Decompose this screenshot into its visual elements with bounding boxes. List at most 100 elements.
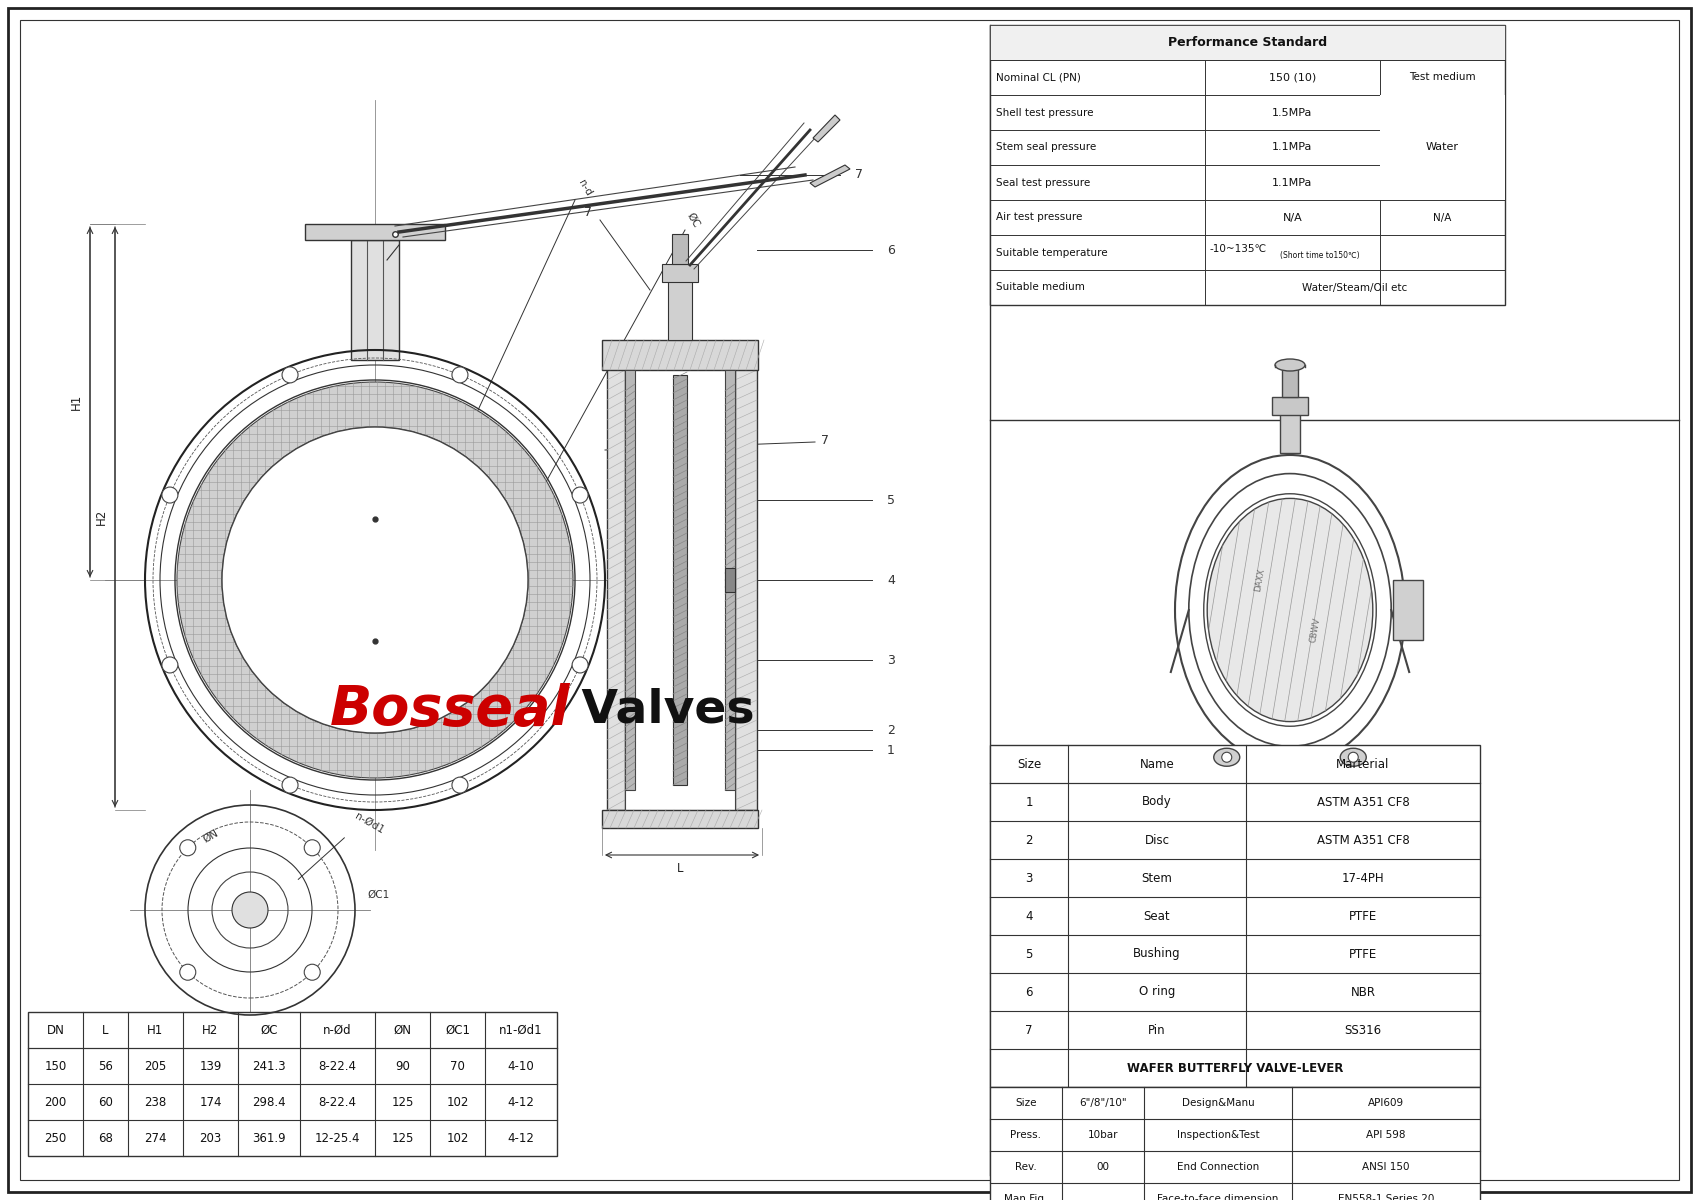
Text: 56: 56	[98, 1060, 112, 1073]
Text: 00: 00	[1095, 1162, 1109, 1172]
Bar	[601, 810, 757, 828]
Text: Bosseal: Bosseal	[329, 683, 571, 737]
Bar	[306, 224, 445, 240]
Text: 4: 4	[886, 574, 895, 587]
Text: 361.9: 361.9	[251, 1132, 285, 1145]
Text: Marterial: Marterial	[1336, 757, 1389, 770]
Text: H1: H1	[148, 1024, 163, 1037]
Text: 5: 5	[1024, 948, 1032, 960]
Text: Inspection&Test: Inspection&Test	[1177, 1130, 1258, 1140]
Text: ØC: ØC	[260, 1024, 277, 1037]
Text: 60: 60	[98, 1096, 112, 1109]
Bar	[1272, 397, 1307, 415]
Text: 2: 2	[886, 724, 895, 737]
Text: Size: Size	[1017, 757, 1041, 770]
Text: 139: 139	[199, 1060, 221, 1073]
Text: 298.4: 298.4	[251, 1096, 285, 1109]
Bar	[625, 370, 635, 790]
Text: Name: Name	[1139, 757, 1173, 770]
Bar	[1282, 367, 1297, 397]
Text: 4: 4	[1024, 910, 1032, 923]
Text: ØC1: ØC1	[445, 1024, 470, 1037]
Text: WAFER BUTTERFLY VALVE-LEVER: WAFER BUTTERFLY VALVE-LEVER	[1126, 1062, 1343, 1074]
Ellipse shape	[1207, 498, 1372, 721]
Text: 3: 3	[1024, 871, 1032, 884]
Circle shape	[452, 367, 467, 383]
Text: Air test pressure: Air test pressure	[995, 212, 1082, 222]
Text: ASTM A351 CF8: ASTM A351 CF8	[1316, 834, 1409, 846]
Circle shape	[452, 778, 467, 793]
Text: 4-10: 4-10	[508, 1060, 535, 1073]
Text: 1.1MPa: 1.1MPa	[1272, 178, 1313, 187]
Text: 125: 125	[391, 1096, 413, 1109]
Text: Size: Size	[1015, 1098, 1036, 1108]
Text: 1: 1	[886, 744, 895, 756]
Text: Pin: Pin	[1148, 1024, 1165, 1037]
Ellipse shape	[1274, 359, 1304, 371]
Text: Rev.: Rev.	[1014, 1162, 1036, 1172]
Bar	[625, 350, 735, 810]
Text: 2: 2	[1024, 834, 1032, 846]
Text: L: L	[676, 863, 683, 876]
Bar	[725, 568, 735, 592]
Text: 205: 205	[144, 1060, 166, 1073]
Text: Suitable medium: Suitable medium	[995, 282, 1085, 293]
Circle shape	[222, 427, 528, 733]
Text: Water: Water	[1425, 143, 1459, 152]
Text: 7: 7	[854, 168, 863, 181]
Text: 102: 102	[447, 1132, 469, 1145]
Text: Man.Fig.: Man.Fig.	[1004, 1194, 1048, 1200]
Ellipse shape	[1340, 749, 1365, 767]
Text: 7: 7	[1024, 1024, 1032, 1037]
Text: -10~135℃: -10~135℃	[1209, 245, 1267, 254]
Bar	[672, 234, 688, 264]
Text: 6: 6	[1024, 985, 1032, 998]
Text: Shell test pressure: Shell test pressure	[995, 108, 1094, 118]
Circle shape	[180, 840, 195, 856]
Circle shape	[233, 892, 268, 928]
Bar	[662, 264, 698, 282]
Text: 1.5MPa: 1.5MPa	[1272, 108, 1313, 118]
Text: Design&Manu: Design&Manu	[1180, 1098, 1253, 1108]
Text: 17-4PH: 17-4PH	[1341, 871, 1384, 884]
Text: Nominal CL (PN): Nominal CL (PN)	[995, 72, 1080, 83]
Text: ØN: ØN	[202, 828, 221, 845]
Text: ASTM A351 CF8: ASTM A351 CF8	[1316, 796, 1409, 809]
Text: ØN: ØN	[394, 1024, 411, 1037]
Text: 4-12: 4-12	[508, 1132, 535, 1145]
Text: Seal test pressure: Seal test pressure	[995, 178, 1090, 187]
Text: 8-22.4: 8-22.4	[318, 1060, 357, 1073]
Bar	[351, 240, 399, 360]
Text: (Short time to150℃): (Short time to150℃)	[1279, 251, 1358, 260]
Text: Disc: Disc	[1144, 834, 1168, 846]
Text: Valves: Valves	[565, 688, 754, 732]
Text: 10bar: 10bar	[1087, 1130, 1117, 1140]
Bar	[1279, 413, 1299, 452]
Text: SS316: SS316	[1343, 1024, 1380, 1037]
Bar	[27, 1012, 557, 1156]
Text: 150: 150	[44, 1060, 66, 1073]
Text: N/A: N/A	[1433, 212, 1450, 222]
Text: DAXX: DAXX	[1253, 568, 1265, 593]
Text: Test medium: Test medium	[1408, 72, 1476, 83]
Text: 102: 102	[447, 1096, 469, 1109]
Circle shape	[304, 965, 319, 980]
Bar	[725, 370, 735, 790]
Text: PTFE: PTFE	[1348, 948, 1377, 960]
Text: 1: 1	[1024, 796, 1032, 809]
Circle shape	[1348, 752, 1357, 762]
Text: 1.1MPa: 1.1MPa	[1272, 143, 1313, 152]
Text: Bushing: Bushing	[1133, 948, 1180, 960]
Polygon shape	[810, 164, 849, 187]
Bar	[990, 25, 1504, 60]
Circle shape	[282, 367, 297, 383]
Text: O ring: O ring	[1138, 985, 1175, 998]
Text: 241.3: 241.3	[251, 1060, 285, 1073]
Text: Face-to-face dimension: Face-to-face dimension	[1156, 1194, 1279, 1200]
Text: H2: H2	[202, 1024, 219, 1037]
Bar	[667, 280, 691, 340]
Text: 90: 90	[396, 1060, 409, 1073]
Bar	[735, 350, 757, 810]
Text: 125: 125	[391, 1132, 413, 1145]
Ellipse shape	[1212, 749, 1240, 767]
